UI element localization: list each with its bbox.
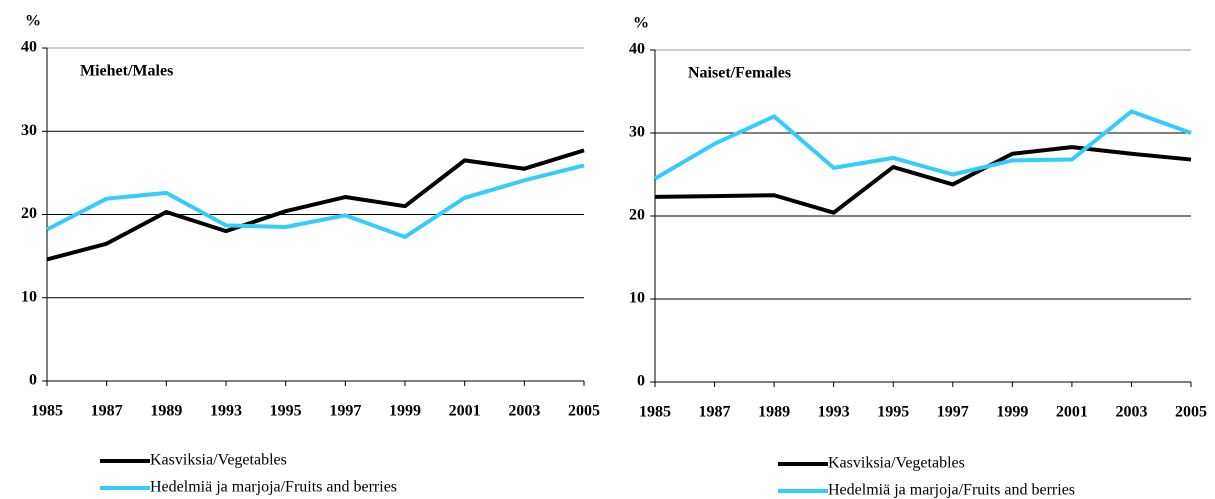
series-line	[654, 145, 1192, 215]
y-axis-label: %	[25, 13, 41, 30]
series-line	[46, 148, 585, 262]
x-tick-label: 1997	[329, 403, 361, 420]
x-tick-label: 1987	[91, 403, 123, 420]
x-tick-label: 1993	[210, 403, 242, 420]
x-tick-label: 1989	[150, 403, 182, 420]
x-tick-label: 1989	[758, 404, 790, 421]
legend-label: Kasviksia/Vegetables	[828, 455, 965, 472]
x-tick-label: 2005	[568, 403, 600, 420]
legend-label: Kasviksia/Vegetables	[150, 452, 287, 469]
y-tick-label: 10	[21, 288, 37, 305]
y-tick-label: 0	[29, 372, 37, 389]
x-tick-label: 2003	[508, 403, 540, 420]
y-tick-label: 20	[629, 207, 645, 224]
series-line	[653, 109, 1192, 181]
y-tick-label: 0	[637, 373, 645, 390]
y-tick-label: 10	[629, 290, 645, 307]
y-tick-label: 20	[21, 205, 37, 222]
y-tick-label: 30	[629, 124, 645, 141]
y-tick-label: 30	[21, 122, 37, 139]
x-tick-label: 2005	[1175, 404, 1207, 421]
x-tick-label: 1995	[270, 403, 302, 420]
x-tick-label: 1993	[818, 404, 850, 421]
x-tick-label: 2001	[1056, 404, 1088, 421]
x-tick-label: 2001	[449, 403, 481, 420]
series-line	[46, 163, 585, 239]
chart-title: Naiset/Females	[688, 65, 791, 82]
x-tick-label: 1987	[699, 404, 731, 421]
x-tick-label: 1985	[31, 403, 63, 420]
legend-label: Hedelmiä ja marjoja/Fruits and berries	[828, 482, 1075, 499]
x-tick-label: 1999	[996, 404, 1028, 421]
x-tick-label: 1997	[937, 404, 969, 421]
x-tick-label: 1985	[639, 404, 671, 421]
x-tick-label: 1995	[877, 404, 909, 421]
legend-label: Hedelmiä ja marjoja/Fruits and berries	[150, 479, 397, 496]
chart-title: Miehet/Males	[80, 63, 173, 80]
x-tick-label: 1999	[389, 403, 421, 420]
y-axis-label: %	[633, 15, 649, 32]
y-tick-label: 40	[21, 39, 37, 56]
x-tick-label: 2003	[1115, 404, 1147, 421]
y-tick-label: 40	[629, 41, 645, 58]
